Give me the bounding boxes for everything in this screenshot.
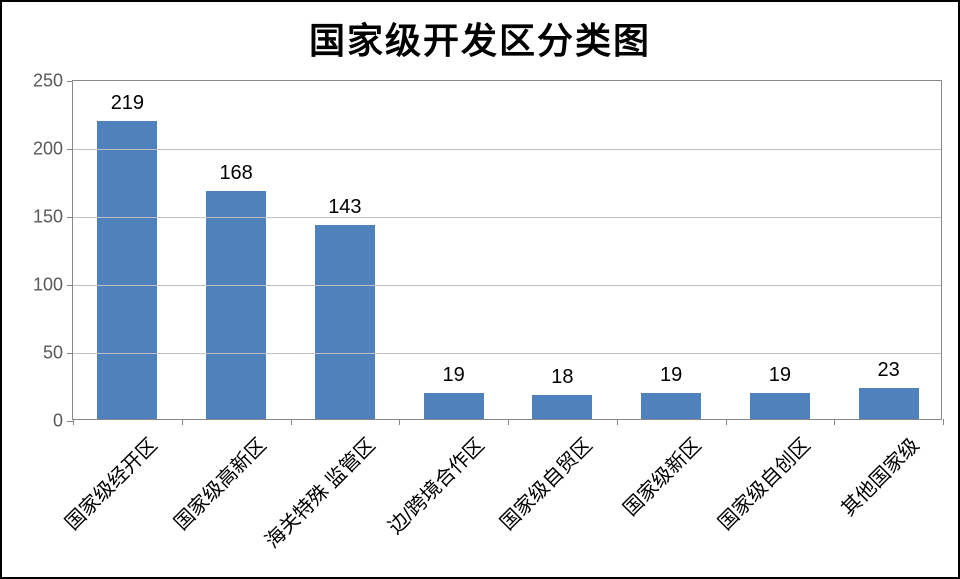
bar: [97, 121, 157, 419]
gridline: [73, 353, 941, 354]
ytick-label: 250: [13, 71, 63, 92]
plot-wrap: 2191681431918191923 050100150200250: [72, 80, 942, 420]
bars-group: 219 168 143 19 18 19 19 23: [73, 81, 941, 419]
ytick-label: 0: [13, 411, 63, 432]
bar-value-label: 19: [730, 364, 830, 387]
bar-value-label: 19: [404, 364, 504, 387]
xtick-mark: [182, 419, 183, 425]
chart-title: 国家级开发区分类图: [2, 2, 958, 70]
xtick-mark: [291, 419, 292, 425]
chart-container: 国家级开发区分类图 219 168 143 19 18 19 19 23 0 50 100 150 2…: [0, 0, 960, 579]
bar: [424, 393, 484, 419]
bar: [641, 393, 701, 419]
xtick-mark: [943, 419, 944, 425]
xtick-mark: [834, 419, 835, 425]
ytick-mark: [67, 149, 73, 150]
bar: [750, 393, 810, 419]
ytick-mark: [67, 217, 73, 218]
xtick-mark: [399, 419, 400, 425]
gridline: [73, 285, 941, 286]
gridline: [73, 149, 941, 150]
ytick-label: 200: [13, 139, 63, 160]
ytick-mark: [67, 285, 73, 286]
bar: [206, 191, 266, 419]
ytick-label: 100: [13, 275, 63, 296]
bar: [859, 388, 919, 419]
bar-value-label: 219: [77, 92, 177, 115]
bar: [315, 225, 375, 419]
x-axis-labels: 国家级经开区国家级高新区海关特殊 监管区边/跨境合作区国家级自贸区国家级新区国家…: [72, 426, 942, 576]
bar-value-label: 23: [839, 359, 939, 382]
bar-value-label: 143: [295, 196, 395, 219]
ytick-label: 150: [13, 207, 63, 228]
bar-value-label: 168: [186, 162, 286, 185]
ytick-label: 50: [13, 343, 63, 364]
xtick-mark: [617, 419, 618, 425]
xtick-mark: [726, 419, 727, 425]
bar: [532, 395, 592, 419]
ytick-mark: [67, 353, 73, 354]
ytick-mark: [67, 81, 73, 82]
bar-value-label: 19: [621, 364, 721, 387]
bar-value-label: 18: [512, 366, 612, 389]
gridline: [73, 217, 941, 218]
xtick-mark: [508, 419, 509, 425]
plot-area: 2191681431918191923 050100150200250: [72, 80, 942, 420]
xtick-mark: [73, 419, 74, 425]
